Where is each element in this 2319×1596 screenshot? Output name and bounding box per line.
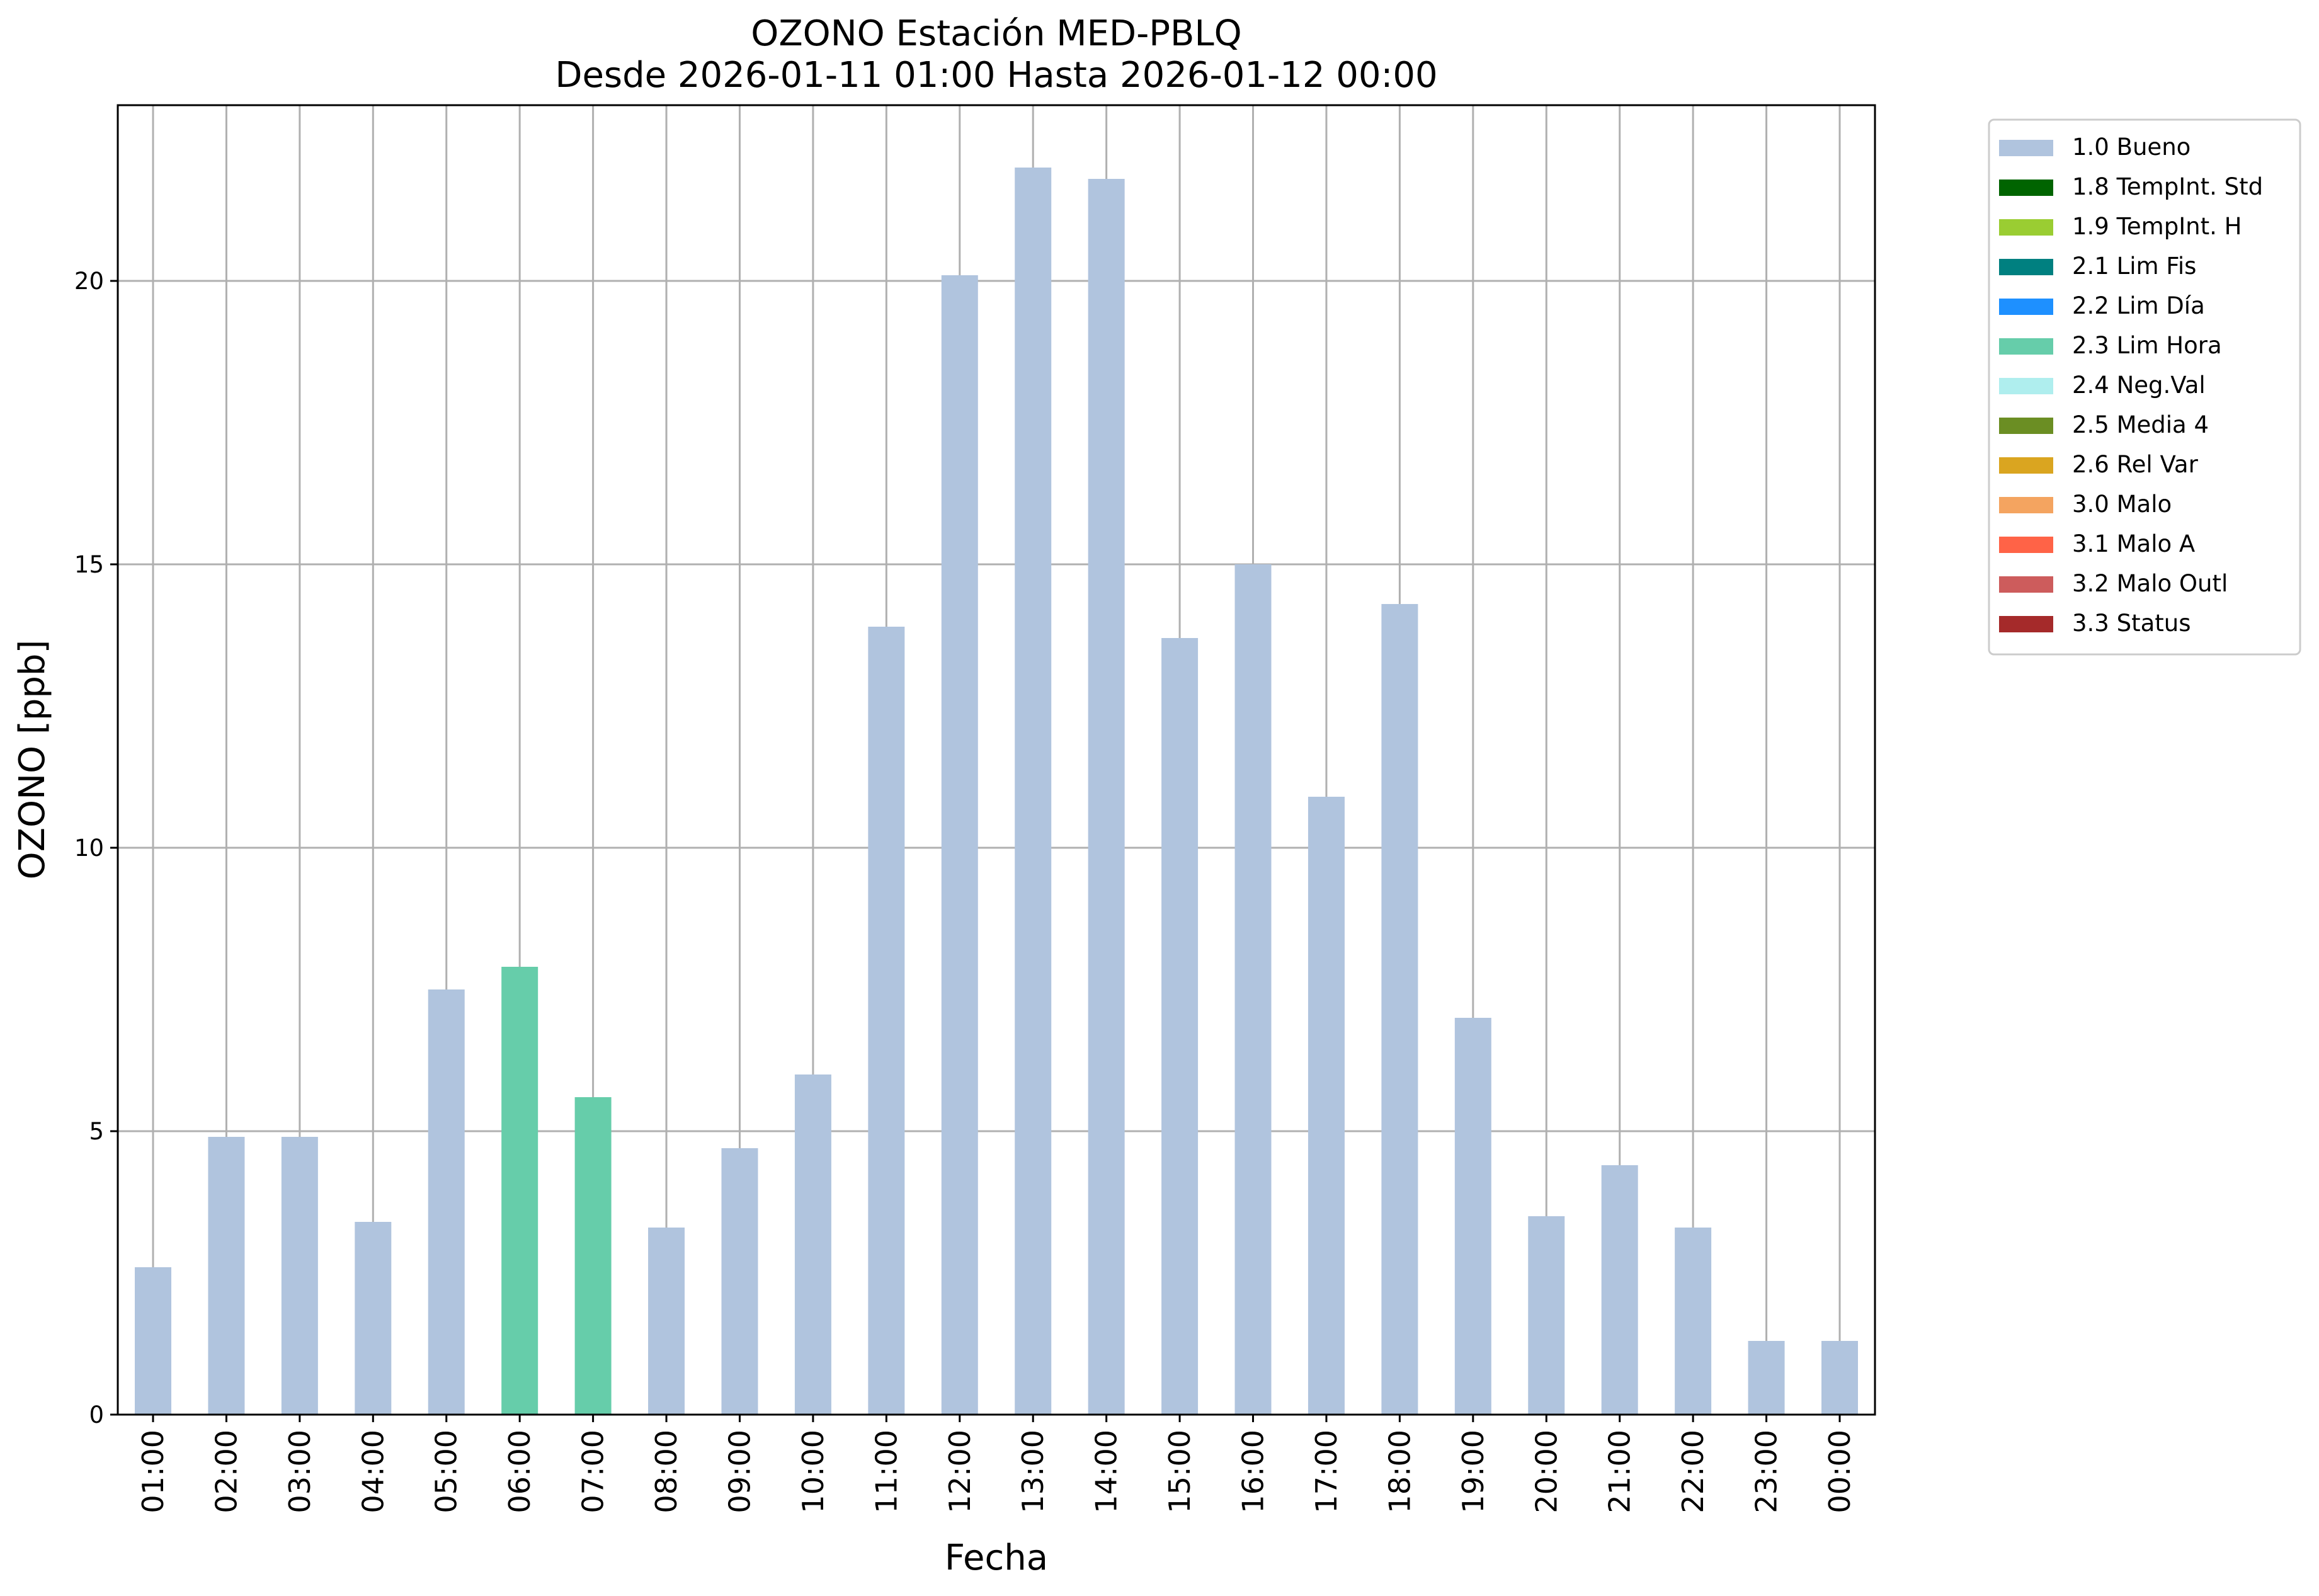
- legend-label: 3.1 Malo A: [2072, 530, 2195, 557]
- x-tick-label: 08:00: [649, 1430, 683, 1513]
- bar-2100: [1601, 1165, 1638, 1415]
- x-tick-label: 11:00: [869, 1430, 903, 1513]
- legend-swatch: [1999, 537, 2053, 553]
- x-tick-label: 17:00: [1309, 1430, 1343, 1513]
- bar-1000: [794, 1074, 831, 1415]
- x-tick-label: 21:00: [1603, 1430, 1637, 1513]
- bar-0700: [574, 1097, 612, 1415]
- x-tick-label: 00:00: [1823, 1430, 1857, 1513]
- chart-subtitle: Desde 2026-01-11 01:00 Hasta 2026-01-12 …: [555, 55, 1437, 96]
- legend-swatch: [1999, 140, 2053, 156]
- bar-0900: [721, 1148, 758, 1415]
- legend-label: 2.4 Neg.Val: [2072, 372, 2206, 399]
- x-tick-label: 15:00: [1163, 1430, 1197, 1513]
- legend-swatch: [1999, 497, 2053, 513]
- legend-swatch: [1999, 378, 2053, 394]
- legend: 1.0 Bueno 1.8 TempInt. Std 1.9 TempInt. H 2…: [1988, 118, 2301, 656]
- legend-swatch: [1999, 259, 2053, 275]
- x-axis-label: Fecha: [945, 1537, 1048, 1578]
- legend-label: 3.2 Malo Outl: [2072, 570, 2228, 597]
- x-tick-label: 22:00: [1676, 1430, 1710, 1513]
- bar-0000: [1821, 1341, 1858, 1415]
- bar-1500: [1161, 638, 1199, 1415]
- x-tick-label: 09:00: [722, 1430, 756, 1513]
- x-tick-label: 12:00: [943, 1430, 977, 1513]
- legend-swatch: [1999, 180, 2053, 196]
- y-tick-label: 20: [74, 268, 104, 295]
- legend-swatch: [1999, 576, 2053, 593]
- x-axis-ticks: 01:00 02:00 03:00 04:00 05:00 06:00 07:00 08:00…: [136, 1415, 1857, 1513]
- legend-label: 2.6 Rel Var: [2072, 451, 2199, 478]
- bar-1200: [941, 275, 978, 1415]
- legend-swatch: [1999, 616, 2053, 632]
- chart-title: OZONO Estación MED-PBLQ: [751, 13, 1242, 54]
- legend-label: 2.5 Media 4: [2072, 411, 2209, 438]
- x-tick-label: 18:00: [1382, 1430, 1416, 1513]
- x-tick-label: 01:00: [136, 1430, 170, 1513]
- bar-0800: [648, 1228, 685, 1415]
- bar-1100: [868, 627, 905, 1415]
- x-tick-label: 04:00: [356, 1430, 390, 1513]
- legend-swatch: [1999, 418, 2053, 434]
- bar-0400: [355, 1222, 392, 1415]
- y-tick-label: 0: [89, 1401, 104, 1428]
- legend-label: 3.0 Malo: [2072, 491, 2172, 518]
- bar-0200: [208, 1137, 245, 1415]
- x-tick-label: 20:00: [1529, 1430, 1563, 1513]
- y-axis-label: OZONO [ppb]: [12, 640, 53, 880]
- x-tick-label: 13:00: [1016, 1430, 1050, 1513]
- legend-swatch: [1999, 299, 2053, 315]
- y-tick-label: 10: [74, 835, 104, 862]
- bar-0500: [428, 989, 465, 1415]
- bar-0100: [135, 1267, 171, 1415]
- bar-2000: [1528, 1216, 1565, 1415]
- bar-0600: [501, 967, 538, 1415]
- legend-frame: [1988, 118, 2301, 656]
- x-tick-label: 06:00: [503, 1430, 537, 1513]
- legend-label: 1.0 Bueno: [2072, 134, 2191, 161]
- legend-label: 2.1 Lim Fis: [2072, 253, 2196, 280]
- y-tick-label: 15: [74, 551, 104, 578]
- x-tick-label: 07:00: [576, 1430, 610, 1513]
- legend-swatch: [1999, 338, 2053, 355]
- legend-label: 2.2 Lim Día: [2072, 292, 2205, 319]
- bar-2200: [1675, 1228, 1712, 1415]
- plot-frame: [117, 104, 1876, 1416]
- bar-2300: [1748, 1341, 1785, 1415]
- y-axis-ticks: 0 5 10 15 20: [74, 268, 118, 1428]
- bar-0300: [281, 1137, 318, 1415]
- x-tick-label: 16:00: [1236, 1430, 1270, 1513]
- bar-1900: [1454, 1018, 1491, 1415]
- bars: [135, 168, 1858, 1415]
- legend-label: 1.8 TempInt. Std: [2072, 173, 2263, 200]
- bar-1800: [1381, 604, 1418, 1415]
- bar-1700: [1308, 797, 1345, 1415]
- bar-1300: [1015, 168, 1052, 1415]
- x-tick-label: 14:00: [1090, 1430, 1124, 1513]
- y-tick-label: 5: [89, 1118, 104, 1145]
- x-tick-label: 23:00: [1750, 1430, 1784, 1513]
- legend-label: 2.3 Lim Hora: [2072, 332, 2222, 359]
- x-tick-label: 02:00: [209, 1430, 243, 1513]
- bar-1400: [1088, 179, 1125, 1415]
- legend-label: 3.3 Status: [2072, 610, 2191, 637]
- legend-swatch: [1999, 219, 2053, 236]
- bar-1600: [1234, 564, 1272, 1415]
- legend-swatch: [1999, 457, 2053, 474]
- x-tick-label: 05:00: [430, 1430, 464, 1513]
- x-tick-label: 10:00: [796, 1430, 830, 1513]
- x-tick-label: 03:00: [283, 1430, 317, 1513]
- x-tick-label: 19:00: [1456, 1430, 1490, 1513]
- legend-label: 1.9 TempInt. H: [2072, 213, 2242, 240]
